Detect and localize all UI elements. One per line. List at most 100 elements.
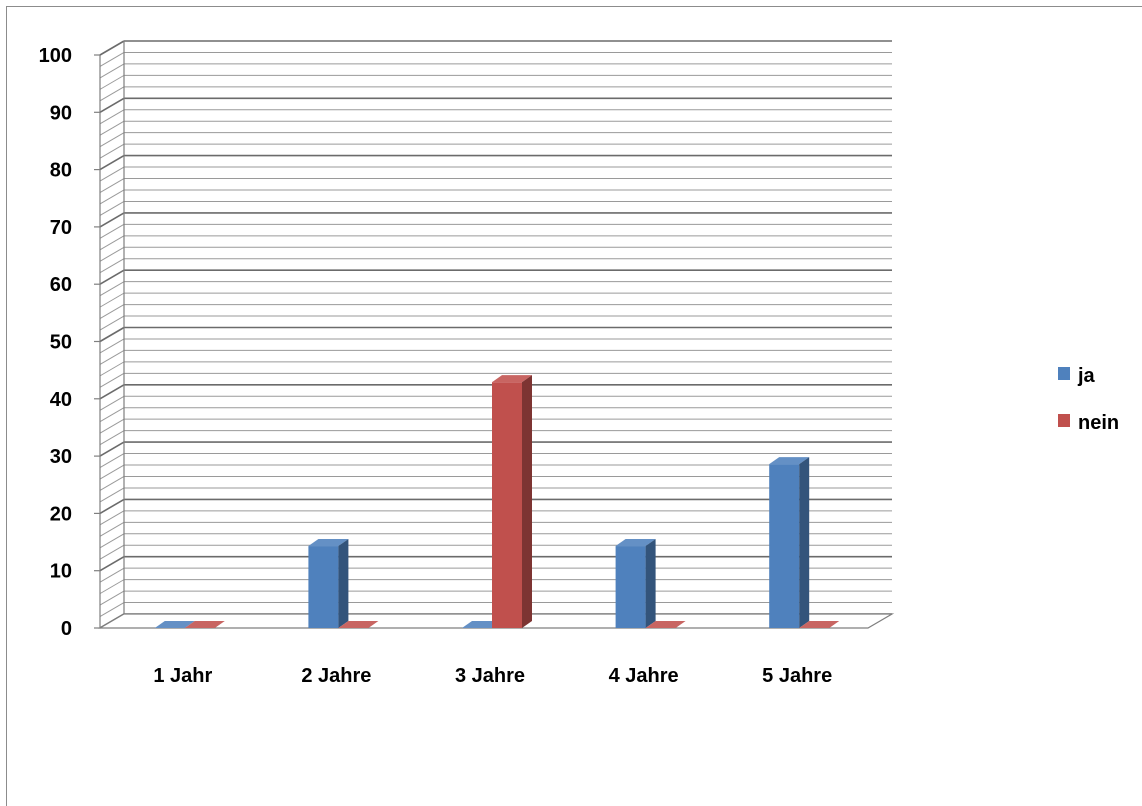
x-tick-label: 5 Jahre [762,665,832,687]
x-tick-label: 1 Jahr [153,665,212,687]
gridline-depth [99,441,125,457]
gridline-depth [99,361,125,377]
gridline-depth [99,166,125,182]
gridline-depth [99,326,125,343]
gridline-depth [99,269,125,285]
gridline-depth [99,212,125,228]
bar-nein [184,621,225,628]
x-tick-label: 2 Jahre [301,665,371,687]
gridline-depth [99,498,125,515]
y-tick-label: 40 [50,389,72,411]
bar-front [492,382,522,628]
gridline-depth [99,567,125,583]
bar-top [799,621,840,628]
gridline-depth [99,430,125,446]
bar-ja [769,457,810,628]
y-tick-label: 10 [50,561,72,583]
gridline-depth [99,372,125,388]
legend-label-nein: nein [1078,412,1119,434]
legend: ja nein [1058,365,1119,434]
gridline-depth [99,338,125,354]
gridline-depth [99,178,125,193]
bar-chart: 0 10 20 30 40 50 60 70 80 90 100 1 Jahr 2 Jahre 3 Ja… [39,40,1119,687]
gridline-depth [99,223,125,239]
chart-frame [6,6,1142,806]
gridline-depth [99,74,125,90]
bar-nein [492,375,532,628]
gridline-depth [99,556,125,572]
y-tick-label: 90 [50,102,72,124]
gridline-depth [99,521,125,537]
gridline-depth [99,40,125,56]
gridline-depth [99,109,125,125]
gridline-depth [99,590,125,606]
bar-ja [308,539,349,628]
y-tick-label: 0 [61,618,72,640]
gridline-depth [99,281,125,297]
bar-top [184,621,225,628]
bar-top [769,457,810,465]
gridline-depth [99,189,125,205]
gridline-depth [99,120,125,136]
gridline-depth [99,384,125,400]
legend-swatch-nein [1058,414,1070,427]
gridline-depth [99,453,125,468]
gridline-depth [99,315,125,331]
gridline-depth [99,395,125,411]
bar-nein [799,621,840,628]
bar-front [769,464,800,628]
x-axis-ticks: 1 Jahr 2 Jahre 3 Jahre 4 Jahre 5 Jahre [153,665,832,687]
gridline-depth [99,510,125,526]
y-axis-ticks: 0 10 20 30 40 50 60 70 80 90 100 [39,45,100,640]
gridline-depth [99,132,125,148]
x-tick-label: 3 Jahre [455,665,525,687]
bar-top [645,621,686,628]
legend-swatch-ja [1058,367,1070,380]
gridline-depth [99,235,125,251]
gridline-depth [99,201,125,216]
gridline-depth [99,407,125,423]
bar-side [645,539,656,628]
gridline-depth [99,246,125,262]
y-tick-label: 80 [50,160,72,182]
bar-top [308,539,349,547]
bar-nein [645,621,686,628]
gridline-depth [99,544,125,560]
y-tick-label: 70 [50,217,72,239]
gridline-depth [99,579,125,595]
gridline-depth [99,304,125,320]
gridline-depth [99,533,125,549]
bar-nein [338,621,379,628]
gridline-depth [99,154,125,171]
y-tick-label: 50 [50,332,72,354]
gridline-depth [99,349,125,365]
y-tick-label: 20 [50,503,72,525]
bar-top [338,621,379,628]
bar-top [615,539,656,547]
y-tick-label: 30 [50,446,72,468]
gridline-depth [99,97,125,113]
gridline-depth [99,258,125,274]
bar-top [154,621,195,628]
gridline-depth [99,476,125,491]
gridline-depth [99,143,125,159]
gridline-depth [99,602,125,617]
bar-top [492,375,532,383]
gridline-depth [99,63,125,79]
bar-ja [615,539,656,628]
bar-side [799,457,810,628]
gridline-depth [99,418,125,434]
x-tick-label: 4 Jahre [609,665,679,687]
bars [154,375,840,628]
bar-ja [154,621,195,628]
y-tick-label: 60 [50,274,72,296]
bar-side [522,375,532,628]
gridline-depth [99,52,125,67]
bar-front [308,546,339,628]
bar-side [338,539,349,628]
gridline-depth [99,292,125,308]
gridline-depth [99,86,125,102]
gridline-depth [99,464,125,480]
legend-label-ja: ja [1077,365,1096,387]
y-tick-label: 100 [39,45,72,67]
